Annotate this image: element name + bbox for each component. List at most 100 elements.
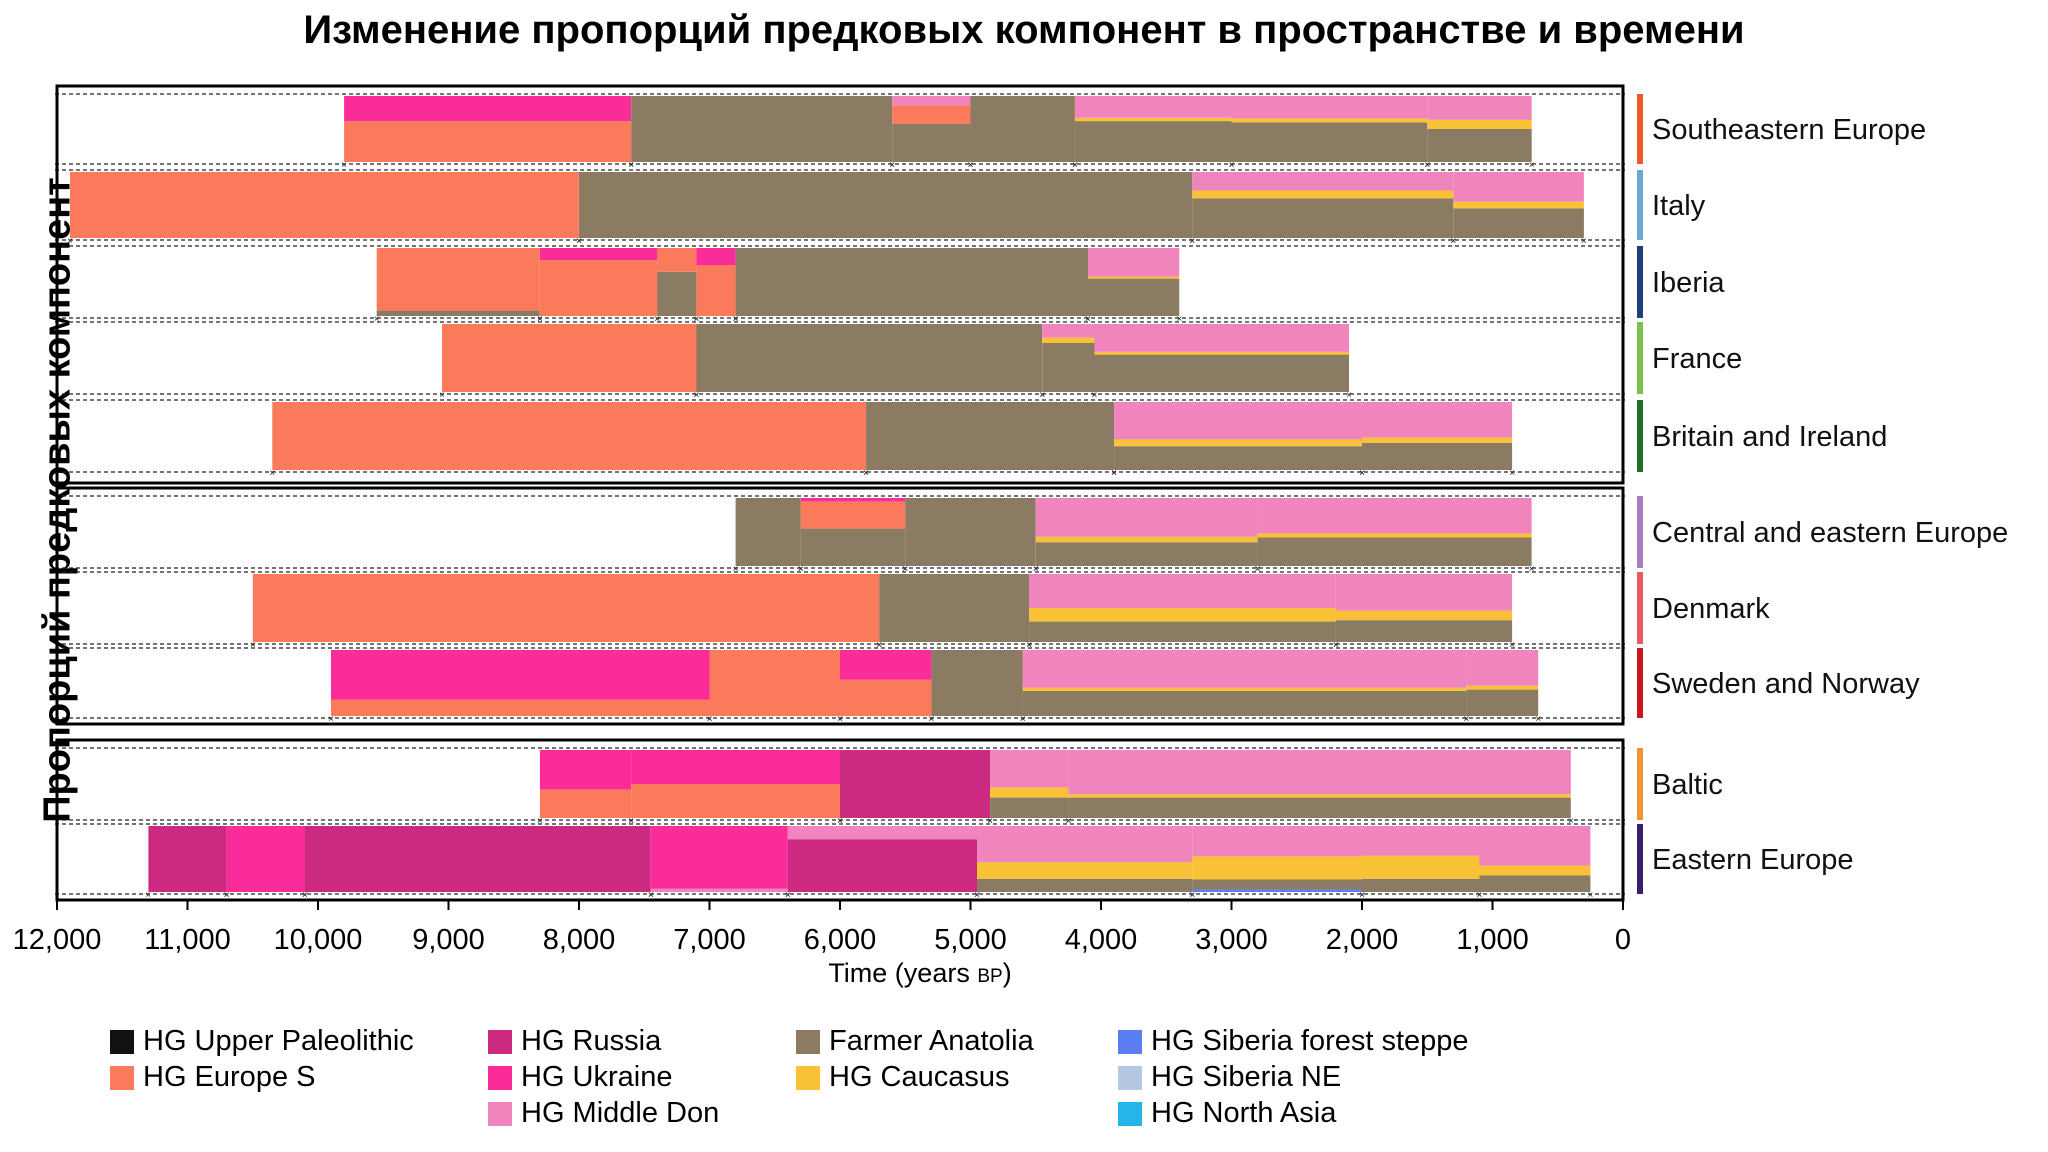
area-sweden-and-norway-hg-caucasus [1022,687,1467,691]
sample-marker: × [537,816,543,827]
legend-label: HG North Asia [1151,1097,1337,1129]
sample-marker: × [968,160,974,171]
sample-marker: × [694,314,700,325]
region-label: Britain and Ireland [1652,421,1887,453]
sample-marker: × [1450,236,1456,247]
area-southeastern-europe-hg-middle-don [1074,96,1232,118]
area-eastern-europe-hg-caucasus [1362,855,1480,879]
sample-marker: × [1085,314,1091,325]
sample-marker: × [537,314,543,325]
area-france-hg-caucasus [1042,337,1095,343]
sample-marker: × [576,236,582,247]
area-italy-farmer-anatolia [1453,208,1584,238]
area-eastern-europe-hg-russia [148,826,227,892]
sample-marker: × [67,236,73,247]
area-eastern-europe-farmer-anatolia [1479,875,1591,892]
sample-marker: × [694,314,700,325]
legend-swatch [1118,1102,1142,1126]
area-eastern-europe-farmer-anatolia [1192,879,1362,890]
sample-marker: × [628,160,634,171]
area-eastern-europe-hg-siberia-forest-steppe [1192,889,1362,892]
sample-marker: × [1424,160,1430,171]
sample-marker: × [1346,390,1352,401]
sample-marker: × [1189,236,1195,247]
area-britain-and-ireland-hg-caucasus [1362,437,1513,443]
region-southeastern-europe: × ×× ×× ×× ×× ×× ×× ×Southeastern Europe [55,93,1926,171]
sample-marker: × [224,890,230,901]
area-france-farmer-anatolia [1042,343,1095,392]
area-central-and-eastern-europe-farmer-anatolia [735,498,801,566]
area-baltic-hg-europe-s [539,789,632,818]
area-denmark-hg-middle-don [1335,574,1513,611]
sample-marker: × [1535,714,1541,725]
region-label: Eastern Europe [1652,844,1854,876]
sample-marker: × [1092,390,1098,401]
sample-marker: × [302,890,308,901]
sample-marker: × [694,390,700,401]
sample-marker: × [1176,314,1182,325]
area-eastern-europe-hg-ukraine [226,826,305,892]
sample-marker: × [1072,160,1078,171]
area-southeastern-europe-farmer-anatolia [1231,122,1428,162]
legend-label: HG Siberia forest steppe [1151,1025,1469,1057]
region-label: France [1652,343,1742,375]
area-eastern-europe-farmer-anatolia [1362,878,1480,892]
area-central-and-eastern-europe-farmer-anatolia [1035,542,1258,566]
sample-marker: × [1529,564,1535,575]
area-southeastern-europe-hg-ukraine [344,96,632,122]
region-color-bar [1637,572,1643,644]
region-central-and-eastern-europe: × ×× ×× ×× ×× ×Central and eastern Europe [55,495,2008,575]
x-axis-title: Time (years BP) [720,958,1120,989]
area-france-hg-middle-don [1042,324,1095,338]
region-label: Italy [1652,190,1706,222]
sample-marker: × [1092,390,1098,401]
region-color-bar [1637,170,1643,240]
area-sweden-and-norway-farmer-anatolia [1022,690,1467,716]
sample-marker: × [694,390,700,401]
area-sweden-and-norway-hg-europe-s [840,679,932,716]
area-southeastern-europe-hg-caucasus [1427,119,1532,129]
sample-marker: × [1333,640,1339,651]
legend-swatch [1118,1066,1142,1090]
legend-label: HG Europe S [143,1061,316,1093]
region-denmark: × ×× ×× ×× ×Denmark [55,571,1770,651]
sample-marker: × [1255,564,1261,575]
sample-marker: × [1463,714,1469,725]
area-britain-and-ireland-farmer-anatolia [1114,446,1362,470]
area-baltic-hg-caucasus [1068,794,1571,798]
sample-marker: × [902,564,908,575]
area-southeastern-europe-farmer-anatolia [631,96,893,162]
sample-marker: × [1020,714,1026,725]
region-label: Baltic [1652,769,1723,801]
area-iberia-hg-ukraine [696,248,736,265]
area-baltic-hg-middle-don [1068,750,1571,795]
area-britain-and-ireland-farmer-anatolia [866,402,1115,470]
area-eastern-europe-hg-middle-don [1362,826,1480,856]
sample-marker: × [928,714,934,725]
x-tick-label: 11,000 [144,924,231,956]
area-italy-farmer-anatolia [1192,198,1454,238]
sample-marker: × [1529,160,1535,171]
area-eastern-europe-hg-middle-don [1192,826,1362,857]
area-eastern-europe-hg-caucasus [1192,856,1362,880]
sample-marker: × [1509,468,1515,479]
x-tick-label: 9,000 [412,924,485,956]
sample-marker: × [628,816,634,827]
sample-marker: × [974,890,980,901]
sample-marker: × [837,714,843,725]
sample-marker: × [1509,640,1515,651]
sample-marker: × [328,714,334,725]
sample-marker: × [837,714,843,725]
sample-marker: × [798,564,804,575]
area-baltic-farmer-anatolia [1068,797,1571,818]
sample-marker: × [987,816,993,827]
x-tick-label: 0 [1615,924,1631,956]
area-southeastern-europe-hg-caucasus [1231,118,1428,123]
sample-marker: × [1026,640,1032,651]
area-france-hg-europe-s [442,324,697,392]
area-eastern-europe-hg-middle-don [1479,826,1591,866]
area-iberia-hg-middle-don [1088,248,1180,277]
area-sweden-and-norway-hg-ukraine [840,650,932,680]
area-italy-farmer-anatolia [579,172,1193,238]
